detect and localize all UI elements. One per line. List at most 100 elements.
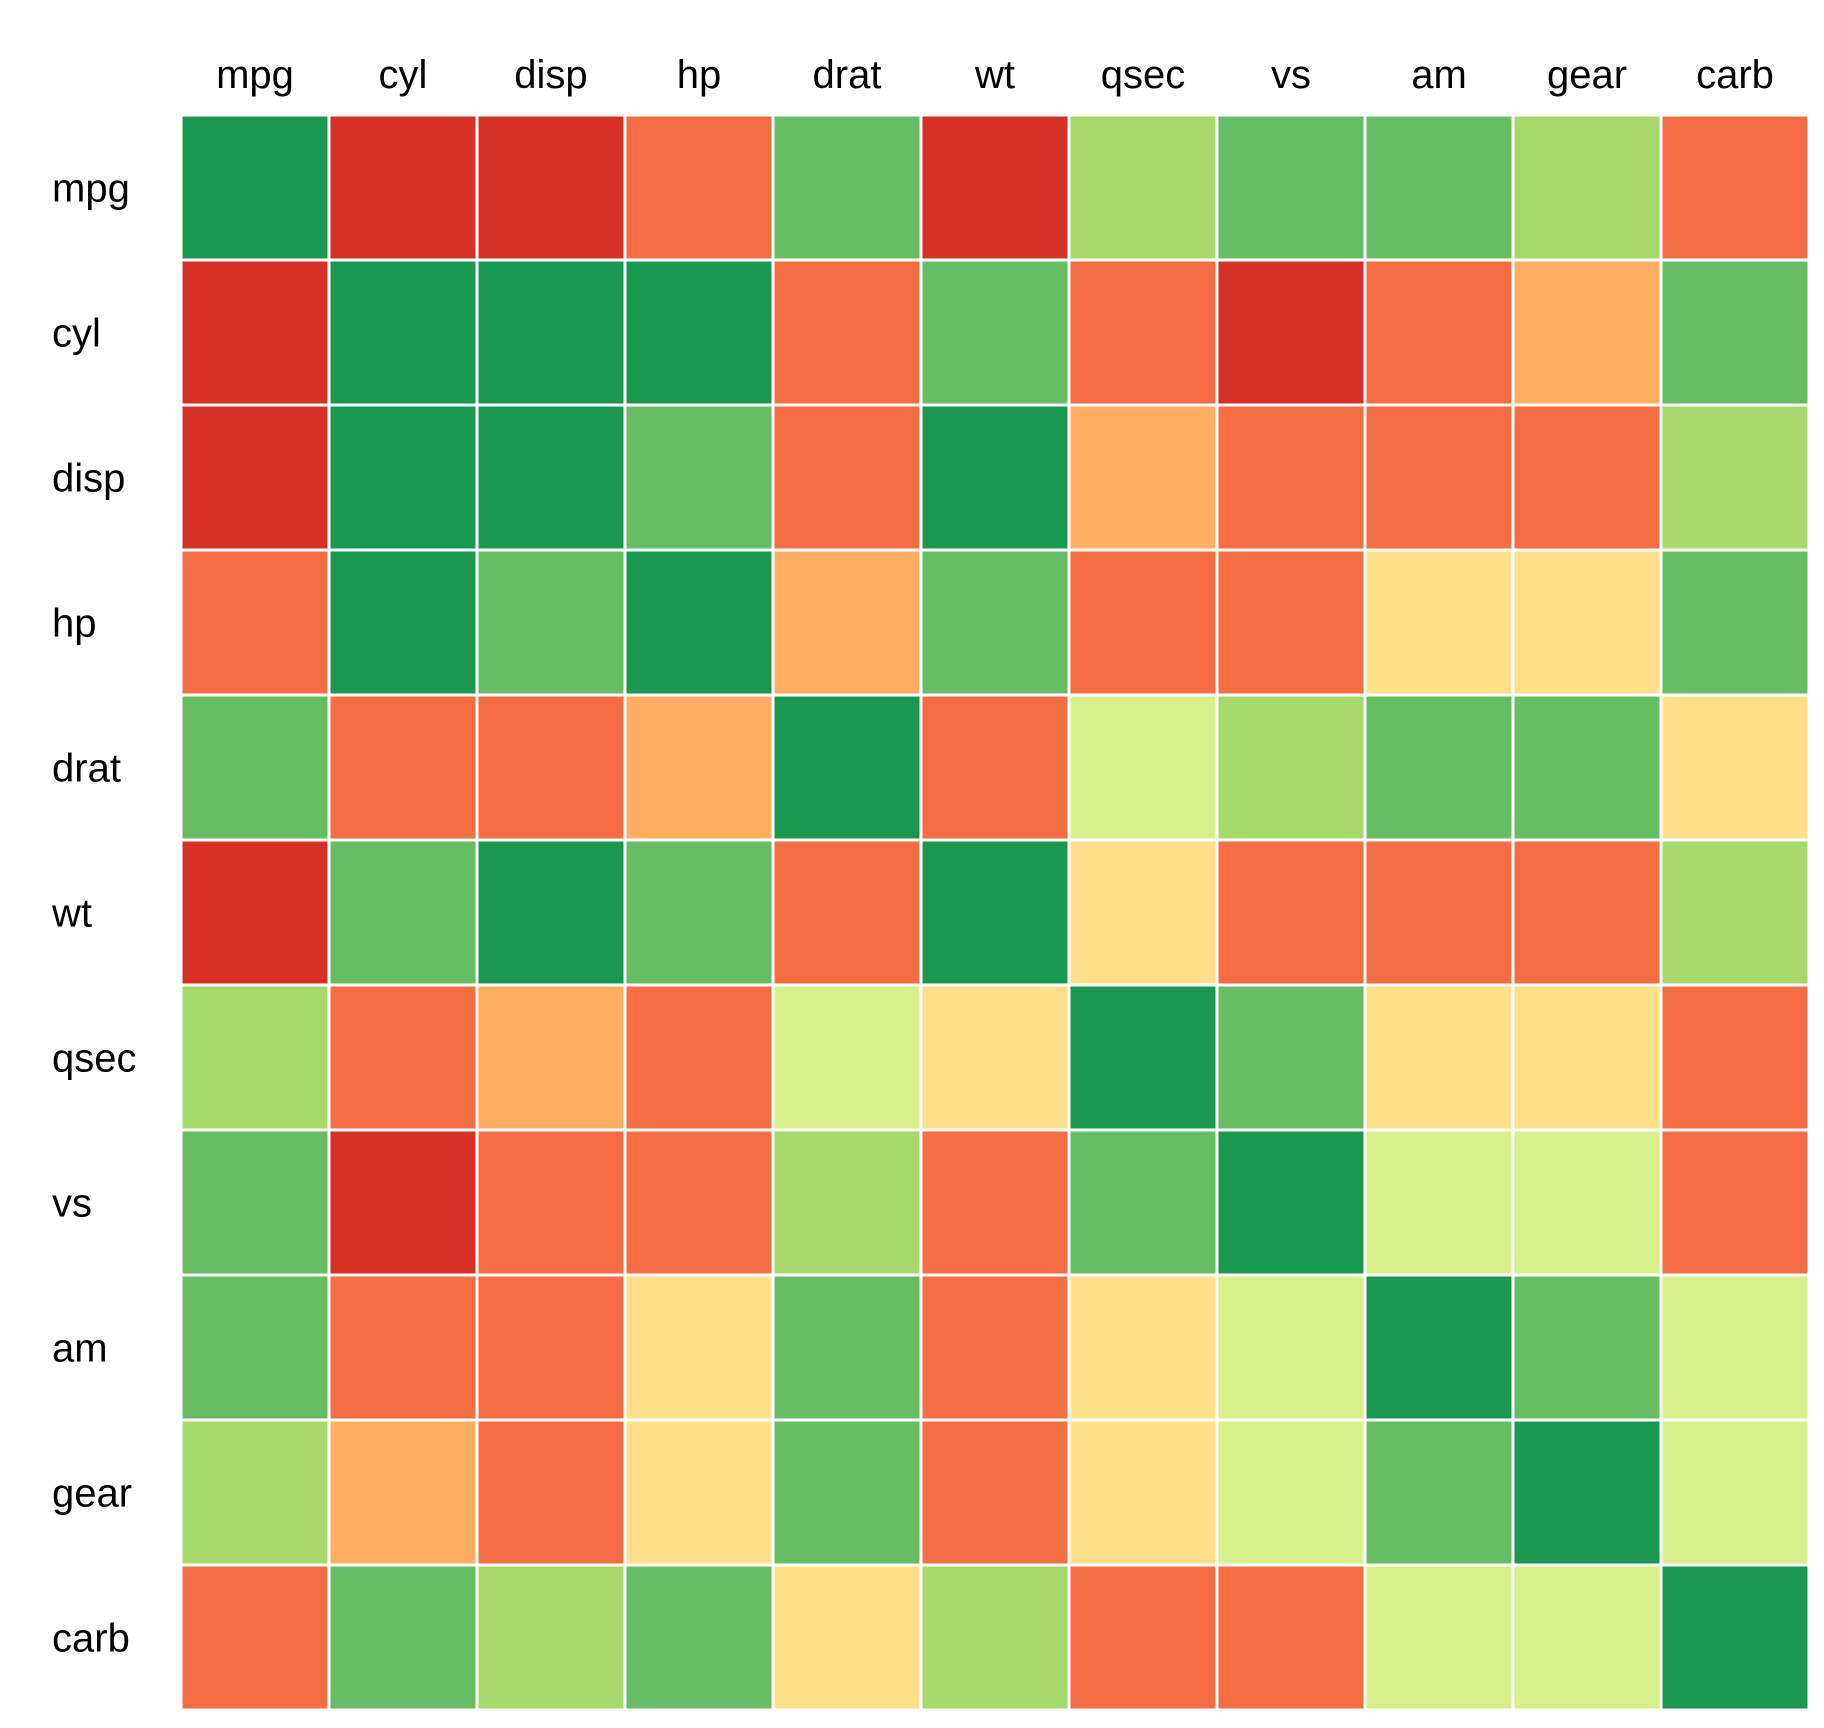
heatmap-cell-hp-carb: [1659, 548, 1811, 697]
column-label-cyl: cyl: [379, 53, 428, 97]
heatmap-cell-am-vs: [1215, 1273, 1367, 1422]
heatmap-cell-gear-gear: [1511, 1418, 1663, 1567]
heatmap-cell-am-am: [1363, 1273, 1515, 1422]
heatmap-cell-qsec-qsec: [1067, 983, 1219, 1132]
heatmap-cell-wt-gear: [1511, 838, 1663, 987]
heatmap-cell-wt-qsec: [1067, 838, 1219, 987]
row-label-disp: disp: [52, 457, 125, 501]
heatmap-cell-cyl-am: [1363, 258, 1515, 407]
heatmap-cell-drat-drat: [771, 693, 923, 842]
row-label-mpg: mpg: [52, 167, 130, 211]
heatmap-cell-disp-wt: [919, 403, 1071, 552]
heatmap-cell-wt-hp: [623, 838, 775, 987]
heatmap-cell-drat-carb: [1659, 693, 1811, 842]
heatmap-cell-hp-hp: [623, 548, 775, 697]
heatmap-cell-carb-carb: [1659, 1563, 1811, 1712]
heatmap-cell-disp-disp: [475, 403, 627, 552]
heatmap-cell-gear-hp: [623, 1418, 775, 1567]
heatmap-cell-wt-drat: [771, 838, 923, 987]
heatmap-cell-gear-cyl: [327, 1418, 479, 1567]
heatmap-cell-gear-carb: [1659, 1418, 1811, 1567]
heatmap-cell-cyl-carb: [1659, 258, 1811, 407]
heatmap-cell-hp-qsec: [1067, 548, 1219, 697]
heatmap-cell-disp-am: [1363, 403, 1515, 552]
heatmap-cell-cyl-gear: [1511, 258, 1663, 407]
heatmap-cell-qsec-gear: [1511, 983, 1663, 1132]
heatmap-cell-wt-mpg: [179, 838, 331, 987]
heatmap-cell-drat-vs: [1215, 693, 1367, 842]
heatmap-cell-disp-cyl: [327, 403, 479, 552]
heatmap-cell-cyl-hp: [623, 258, 775, 407]
heatmap-cell-cyl-mpg: [179, 258, 331, 407]
heatmap-cell-gear-drat: [771, 1418, 923, 1567]
heatmap-cell-vs-carb: [1659, 1128, 1811, 1277]
heatmap-cell-disp-hp: [623, 403, 775, 552]
heatmap-cell-qsec-cyl: [327, 983, 479, 1132]
heatmap-cell-cyl-drat: [771, 258, 923, 407]
heatmap-cell-vs-cyl: [327, 1128, 479, 1277]
column-label-wt: wt: [974, 53, 1015, 97]
row-label-am: am: [52, 1327, 108, 1371]
heatmap-cell-cyl-wt: [919, 258, 1071, 407]
heatmap-cell-disp-vs: [1215, 403, 1367, 552]
heatmap-cell-carb-vs: [1215, 1563, 1367, 1712]
heatmap-cell-hp-vs: [1215, 548, 1367, 697]
heatmap-cell-mpg-qsec: [1067, 113, 1219, 262]
heatmap-cell-carb-mpg: [179, 1563, 331, 1712]
heatmap-cell-disp-qsec: [1067, 403, 1219, 552]
heatmap-cell-hp-mpg: [179, 548, 331, 697]
heatmap-cell-hp-wt: [919, 548, 1071, 697]
heatmap-cell-cyl-vs: [1215, 258, 1367, 407]
heatmap-cell-vs-drat: [771, 1128, 923, 1277]
heatmap-cell-mpg-drat: [771, 113, 923, 262]
heatmap-cell-qsec-wt: [919, 983, 1071, 1132]
column-label-hp: hp: [677, 53, 722, 97]
heatmap-cell-cyl-qsec: [1067, 258, 1219, 407]
row-label-wt: wt: [51, 892, 92, 936]
heatmap-cell-am-cyl: [327, 1273, 479, 1422]
row-label-hp: hp: [52, 602, 97, 646]
heatmap-cell-am-carb: [1659, 1273, 1811, 1422]
row-label-qsec: qsec: [52, 1037, 137, 1081]
heatmap-cell-gear-qsec: [1067, 1418, 1219, 1567]
heatmap-cell-disp-carb: [1659, 403, 1811, 552]
heatmap-cell-mpg-hp: [623, 113, 775, 262]
heatmap-cell-carb-wt: [919, 1563, 1071, 1712]
heatmap-cell-mpg-mpg: [179, 113, 331, 262]
heatmap-cell-am-qsec: [1067, 1273, 1219, 1422]
heatmap-cell-disp-mpg: [179, 403, 331, 552]
column-label-disp: disp: [514, 53, 587, 97]
heatmap-cell-cyl-disp: [475, 258, 627, 407]
row-labels: mpg cyl disp hp drat wt qsec vs am gear carb: [51, 167, 137, 1661]
heatmap-cell-vs-vs: [1215, 1128, 1367, 1277]
heatmap-cell-vs-qsec: [1067, 1128, 1219, 1277]
column-label-vs: vs: [1271, 53, 1311, 97]
heatmap-cell-am-hp: [623, 1273, 775, 1422]
heatmap-cell-drat-mpg: [179, 693, 331, 842]
heatmap-cell-am-gear: [1511, 1273, 1663, 1422]
heatmap-cell-carb-gear: [1511, 1563, 1663, 1712]
heatmap-cell-mpg-am: [1363, 113, 1515, 262]
heatmap-cell-qsec-carb: [1659, 983, 1811, 1132]
row-label-vs: vs: [52, 1182, 92, 1226]
heatmap-cell-carb-hp: [623, 1563, 775, 1712]
heatmap-cell-drat-cyl: [327, 693, 479, 842]
heatmap-cell-drat-wt: [919, 693, 1071, 842]
heatmap-cell-wt-am: [1363, 838, 1515, 987]
heatmap-cell-drat-hp: [623, 693, 775, 842]
column-label-mpg: mpg: [216, 53, 294, 97]
heatmap-cell-vs-hp: [623, 1128, 775, 1277]
heatmap-cell-qsec-disp: [475, 983, 627, 1132]
heatmap-cell-disp-gear: [1511, 403, 1663, 552]
heatmap-cell-wt-wt: [919, 838, 1071, 987]
heatmap-cell-mpg-carb: [1659, 113, 1811, 262]
heatmap-cells: [179, 113, 1811, 1712]
heatmap-cell-hp-cyl: [327, 548, 479, 697]
heatmap-cell-qsec-vs: [1215, 983, 1367, 1132]
column-label-gear: gear: [1547, 53, 1627, 97]
heatmap-cell-hp-drat: [771, 548, 923, 697]
heatmap-cell-hp-disp: [475, 548, 627, 697]
heatmap-cell-wt-vs: [1215, 838, 1367, 987]
heatmap-cell-mpg-disp: [475, 113, 627, 262]
